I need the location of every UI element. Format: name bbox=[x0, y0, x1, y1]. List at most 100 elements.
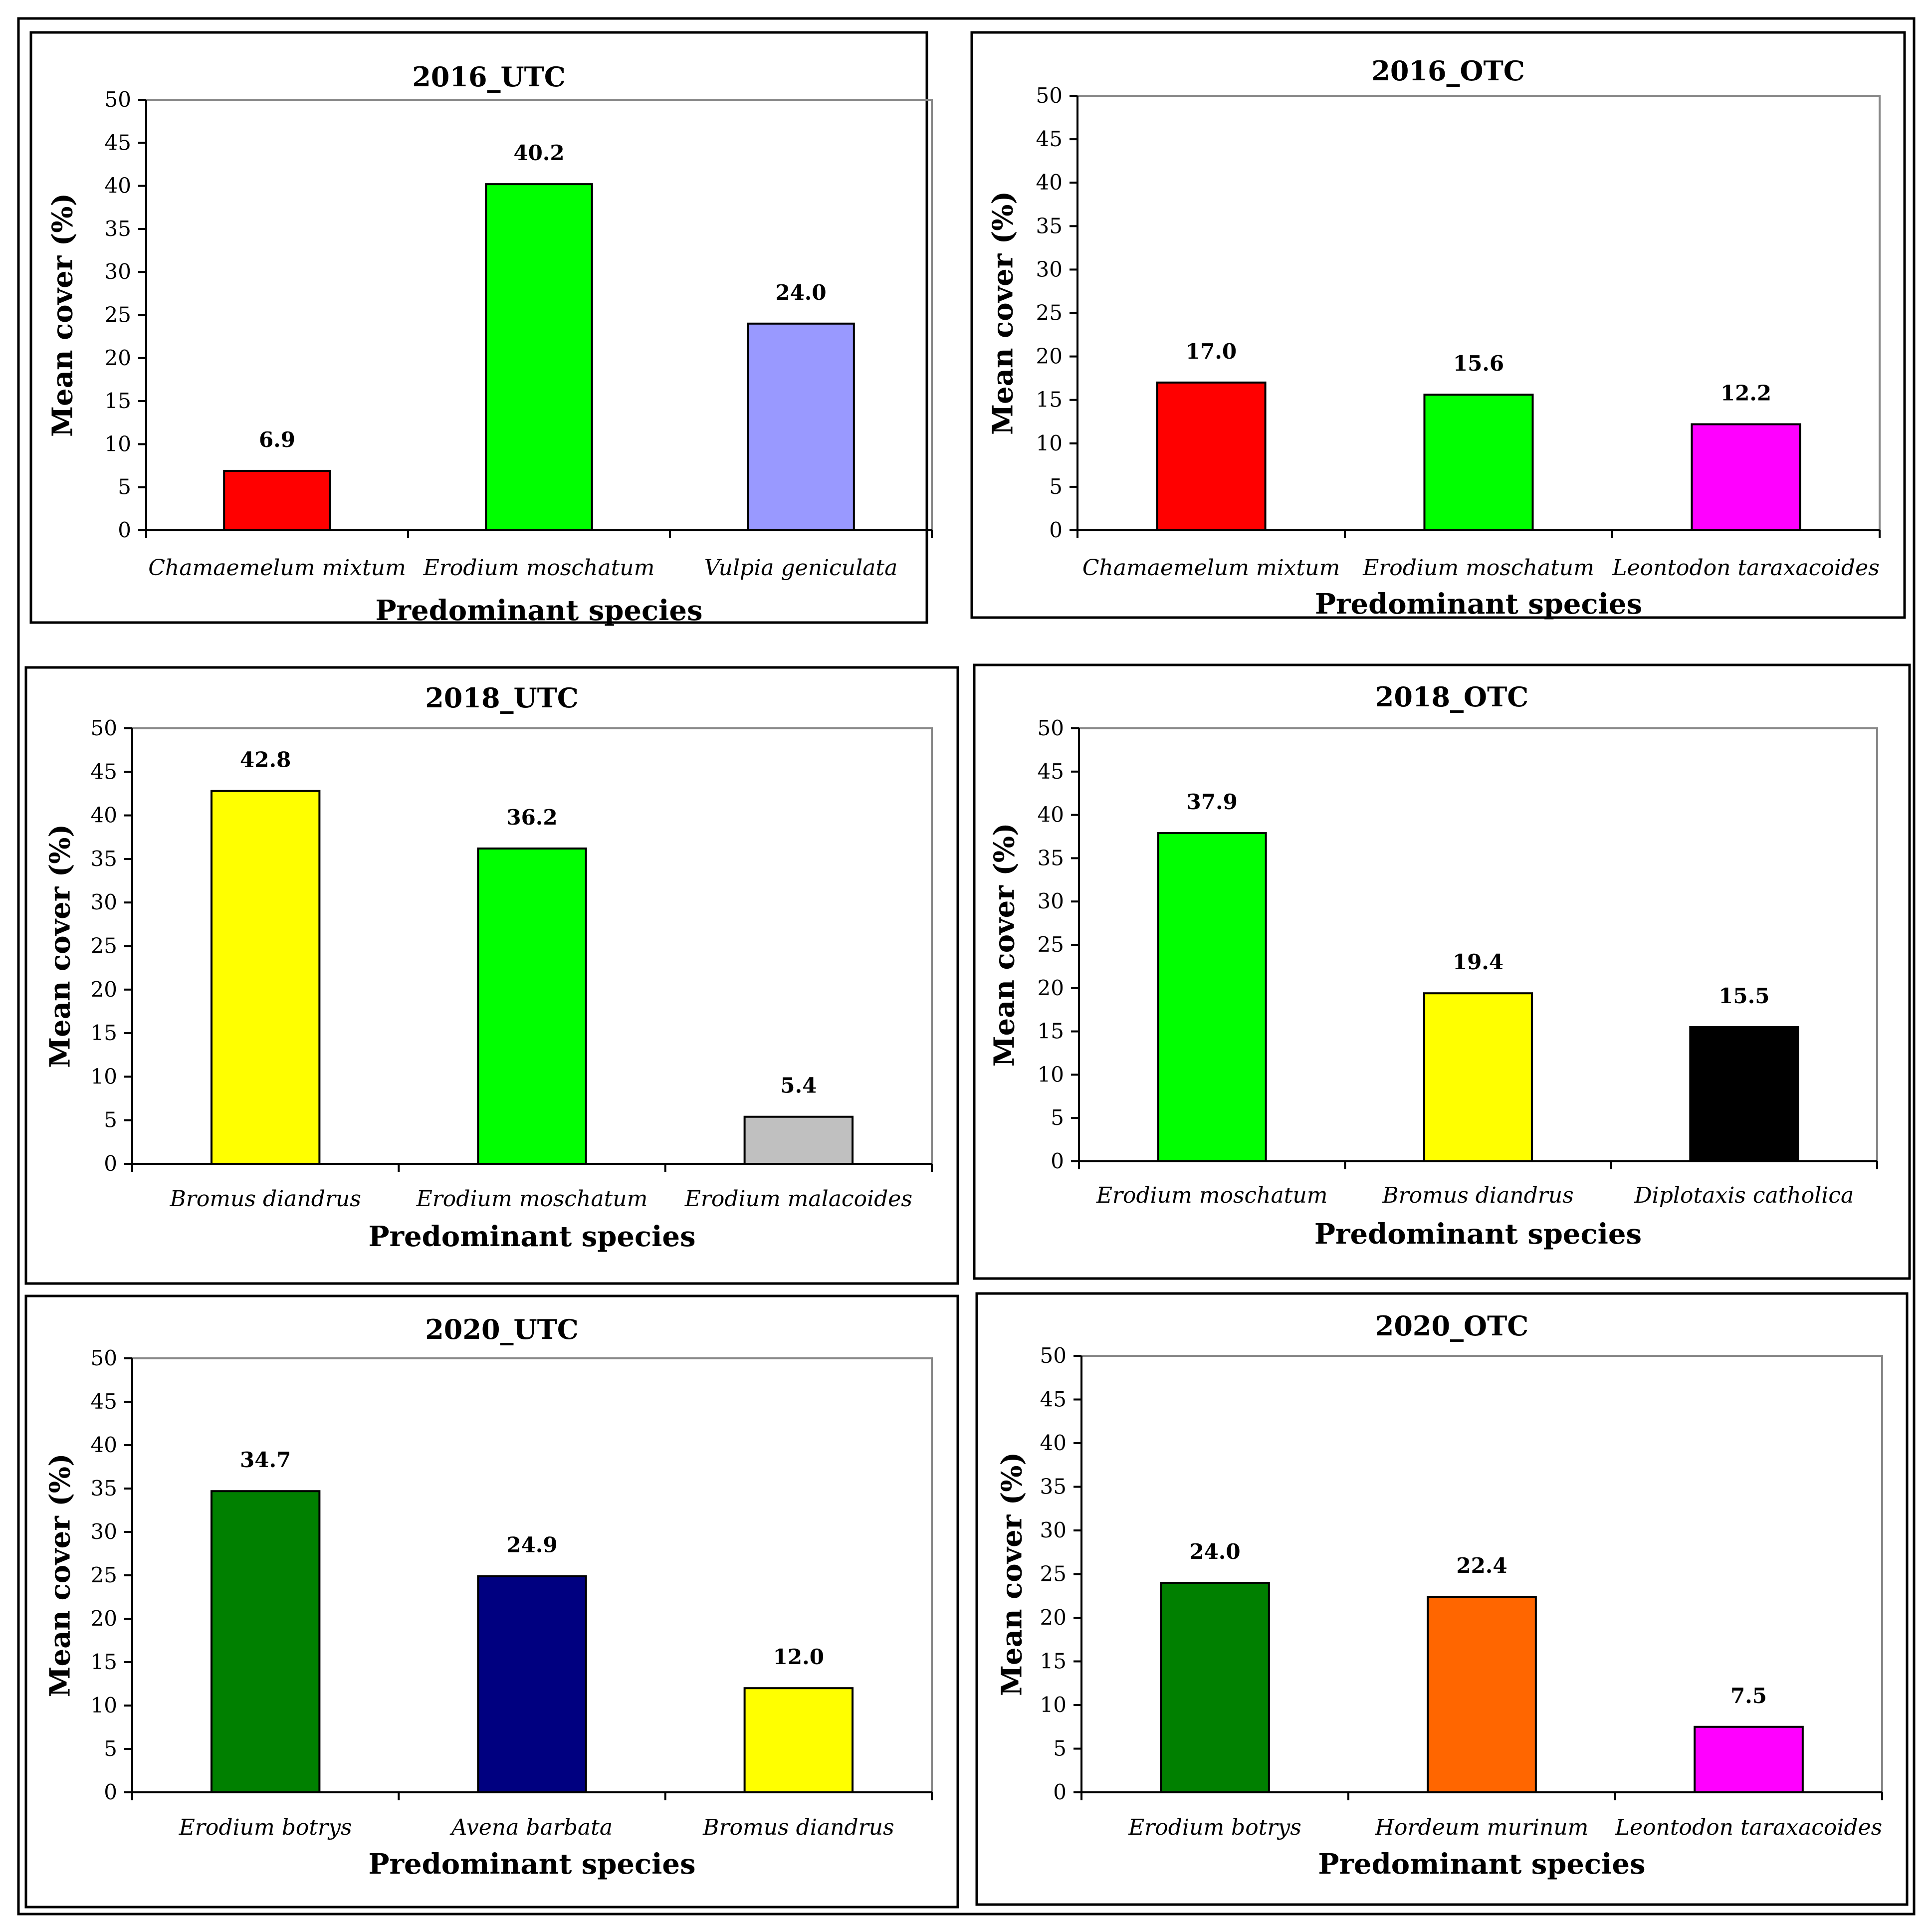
y-tick-label: 25 bbox=[105, 303, 131, 327]
x-tick-label: Leontodon taraxacoides bbox=[1615, 1815, 1882, 1840]
y-tick-label: 15 bbox=[1038, 1019, 1064, 1044]
y-tick-label: 50 bbox=[91, 1346, 117, 1370]
bar-value-label: 24.0 bbox=[1189, 1539, 1240, 1564]
y-tick-label: 35 bbox=[1036, 214, 1063, 238]
bar-value-label: 15.5 bbox=[1718, 984, 1769, 1008]
y-tick-label: 25 bbox=[91, 1563, 117, 1587]
panel-frame bbox=[973, 663, 1911, 1280]
y-tick-label: 40 bbox=[1036, 170, 1063, 195]
bar bbox=[1689, 1026, 1799, 1162]
y-tick-label: 45 bbox=[1036, 127, 1063, 151]
y-tick-label: 0 bbox=[104, 1780, 117, 1804]
y-tick-label: 40 bbox=[1040, 1431, 1067, 1455]
y-axis-title: Mean cover (%) bbox=[988, 823, 1021, 1067]
bar-value-label: 15.6 bbox=[1453, 351, 1504, 376]
bar bbox=[1694, 1725, 1804, 1793]
y-tick-label: 20 bbox=[1040, 1605, 1067, 1630]
y-tick-label: 30 bbox=[91, 1519, 117, 1544]
bar bbox=[210, 1490, 321, 1793]
y-tick-label: 30 bbox=[105, 259, 131, 284]
bar bbox=[1160, 1582, 1270, 1793]
x-tick-label: Vulpia geniculata bbox=[704, 555, 898, 581]
y-tick-label: 25 bbox=[1040, 1562, 1067, 1586]
x-axis-title: Predominant species bbox=[1315, 588, 1642, 621]
bar bbox=[1427, 1596, 1537, 1793]
figure-outer-frame bbox=[17, 17, 1916, 1916]
chart-title: 2016_OTC bbox=[1371, 55, 1525, 87]
x-axis-title: Predominant species bbox=[1318, 1848, 1645, 1881]
y-tick-label: 45 bbox=[105, 130, 131, 155]
bar-value-label: 34.7 bbox=[240, 1448, 291, 1472]
y-tick-label: 10 bbox=[91, 1064, 117, 1088]
x-tick-label: Bromus diandrus bbox=[169, 1186, 361, 1212]
x-tick-label: Bromus diandrus bbox=[1382, 1183, 1573, 1208]
y-tick-label: 15 bbox=[105, 389, 131, 413]
x-tick-label: Bromus diandrus bbox=[702, 1815, 894, 1840]
y-tick-label: 20 bbox=[1036, 344, 1063, 369]
chart-title: 2018_UTC bbox=[425, 682, 579, 714]
y-tick-label: 30 bbox=[1040, 1518, 1067, 1542]
x-tick-label: Chamaemelum mixtum bbox=[148, 555, 406, 581]
chart-title: 2016_UTC bbox=[412, 61, 566, 93]
y-tick-label: 20 bbox=[91, 1606, 117, 1631]
y-tick-label: 25 bbox=[1036, 301, 1063, 325]
y-tick-label: 10 bbox=[91, 1693, 117, 1717]
y-tick-label: 35 bbox=[105, 216, 131, 241]
y-tick-label: 30 bbox=[1036, 257, 1063, 281]
bar bbox=[1157, 832, 1267, 1162]
chart-title: 2018_OTC bbox=[1375, 681, 1529, 713]
bar bbox=[485, 183, 593, 531]
chart-panel-6: 0 5 10 15 20 25 30 35 40 45 50 24.0 Erodium botrys 22… bbox=[975, 1292, 1909, 1906]
y-tick-label: 40 bbox=[91, 1433, 117, 1457]
chart-panel-5: 0 5 10 15 20 25 30 35 40 45 50 34.7 Erodium botrys 24… bbox=[24, 1294, 959, 1909]
y-tick-label: 40 bbox=[1038, 803, 1064, 827]
x-tick-label: Avena barbata bbox=[449, 1815, 613, 1840]
bar bbox=[223, 469, 331, 532]
y-tick-label: 5 bbox=[104, 1108, 117, 1132]
x-axis-title: Predominant species bbox=[1314, 1218, 1642, 1251]
bar-value-label: 19.4 bbox=[1453, 950, 1503, 974]
y-tick-label: 15 bbox=[91, 1021, 117, 1045]
chart-panel-4: 0 5 10 15 20 25 30 35 40 45 50 37.9 Erodium moschatu… bbox=[973, 663, 1911, 1280]
x-tick-label: Erodium moschatum bbox=[1096, 1183, 1328, 1208]
x-tick-label: Erodium malacoides bbox=[684, 1186, 912, 1212]
chart-panel-1: 0 5 10 15 20 25 30 35 40 45 50 6.9 Chamaemelum mixtu… bbox=[29, 31, 933, 627]
y-tick-label: 5 bbox=[104, 1736, 117, 1761]
y-tick-label: 20 bbox=[1038, 976, 1064, 1000]
y-tick-label: 40 bbox=[105, 174, 131, 198]
y-tick-label: 0 bbox=[1053, 1780, 1067, 1804]
y-tick-label: 5 bbox=[118, 475, 131, 499]
y-tick-label: 0 bbox=[1051, 1149, 1064, 1173]
y-axis-title: Mean cover (%) bbox=[987, 191, 1020, 435]
y-tick-label: 35 bbox=[1038, 846, 1064, 870]
y-tick-label: 15 bbox=[91, 1650, 117, 1674]
y-tick-label: 0 bbox=[104, 1151, 117, 1176]
y-tick-label: 30 bbox=[1038, 889, 1064, 913]
y-tick-label: 5 bbox=[1049, 474, 1063, 499]
bar-value-label: 6.9 bbox=[259, 428, 295, 452]
y-tick-label: 35 bbox=[91, 1476, 117, 1501]
y-tick-label: 20 bbox=[105, 346, 131, 370]
bar bbox=[1423, 394, 1534, 531]
y-tick-label: 15 bbox=[1036, 388, 1063, 412]
y-tick-label: 30 bbox=[91, 890, 117, 914]
y-tick-label: 5 bbox=[1053, 1736, 1067, 1761]
bar-value-label: 24.9 bbox=[506, 1533, 557, 1557]
bar bbox=[477, 847, 587, 1165]
y-tick-label: 35 bbox=[1040, 1475, 1067, 1499]
y-tick-label: 25 bbox=[1038, 932, 1064, 957]
bar bbox=[747, 322, 855, 531]
y-tick-label: 20 bbox=[91, 977, 117, 1002]
y-tick-label: 10 bbox=[1038, 1062, 1064, 1086]
y-axis-title: Mean cover (%) bbox=[44, 824, 77, 1068]
x-axis-title: Predominant species bbox=[368, 1848, 695, 1881]
bar-value-label: 37.9 bbox=[1187, 790, 1238, 814]
bar-value-label: 36.2 bbox=[506, 805, 557, 830]
y-tick-label: 45 bbox=[1038, 759, 1064, 784]
y-tick-label: 10 bbox=[1040, 1693, 1067, 1717]
bar-value-label: 42.8 bbox=[240, 748, 291, 772]
y-tick-label: 50 bbox=[105, 87, 131, 112]
bar bbox=[210, 790, 321, 1165]
